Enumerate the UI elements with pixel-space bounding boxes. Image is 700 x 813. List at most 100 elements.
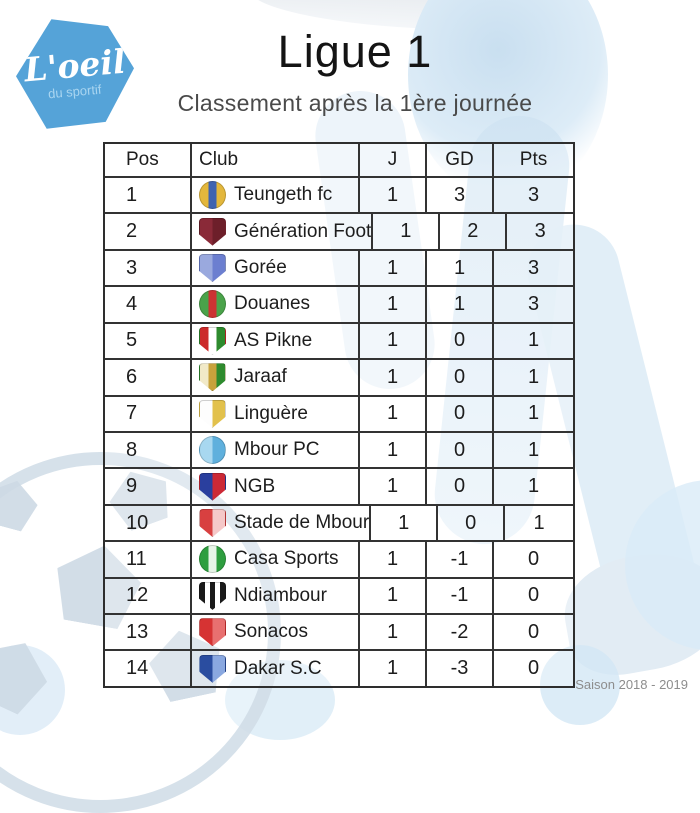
table-row: 3 Gorée 1 1 3 [105, 248, 573, 286]
table-row: 8 Mbour PC 1 0 1 [105, 430, 573, 468]
teungeth-crest-icon [199, 181, 226, 210]
position-cell: 3 [105, 250, 192, 286]
club-name: Teungeth fc [234, 184, 333, 206]
club-cell: NGB [192, 469, 360, 504]
club-cell: Linguère [192, 396, 360, 431]
club-cell: Gorée [192, 250, 360, 286]
table-row: 4 Douanes 1 1 3 [105, 285, 573, 322]
position-cell: 7 [105, 396, 192, 431]
points-cell: 1 [527, 402, 540, 425]
played-cell: 1 [360, 396, 427, 431]
position-cell: 5 [105, 323, 192, 359]
points-cell: 0 [527, 657, 540, 680]
goal-diff-cell: 2 [440, 214, 508, 249]
casa-sports-crest-icon [199, 545, 226, 574]
points-cell: 0 [527, 584, 540, 607]
col-header-goal-diff: GD [427, 144, 494, 176]
played-cell: 1 [360, 469, 427, 504]
position-cell: 10 [105, 505, 192, 541]
played-cell: 1 [360, 250, 427, 286]
goree-crest-icon [199, 254, 226, 283]
sonacos-crest-icon [199, 618, 226, 647]
points-cell: 1 [527, 365, 540, 388]
goal-diff-cell: -2 [427, 615, 494, 650]
goal-diff-cell: 1 [427, 287, 494, 322]
position-cell: 1 [105, 178, 192, 213]
col-header-pos: Pos [105, 144, 192, 176]
jaraaf-crest-icon [199, 363, 226, 392]
logo-subtext: du sportif [47, 81, 103, 102]
linguere-crest-icon [199, 399, 226, 428]
played-cell: 1 [360, 323, 427, 359]
goal-diff-cell: 0 [427, 432, 494, 468]
goal-diff-cell: 0 [427, 323, 494, 359]
club-name: Douanes [234, 293, 311, 315]
points-cell: 1 [527, 329, 540, 352]
points-cell: 3 [534, 220, 546, 243]
douanes-crest-icon [199, 290, 226, 319]
points-cell: 0 [527, 547, 540, 570]
position-cell: 12 [105, 578, 192, 614]
points-cell: 1 [527, 475, 540, 498]
standings-table: Pos Club J GD Pts 1 Teungeth fc 1 3 3 2 … [103, 142, 575, 688]
table-row: 14 Dakar S.C 1 -3 0 [105, 649, 573, 686]
position-cell: 6 [105, 360, 192, 395]
goal-diff-cell: -3 [427, 651, 494, 686]
club-name: Stade de Mbour [234, 512, 370, 533]
col-header-played: J [360, 144, 427, 176]
season-label: Saison 2018 - 2019 [575, 677, 688, 692]
position-cell: 2 [105, 214, 192, 249]
club-name: Dakar S.C [234, 657, 322, 679]
club-name: Génération Foot [234, 220, 372, 242]
club-name: Linguère [234, 402, 308, 424]
position-cell: 8 [105, 432, 192, 468]
table-row: 9 NGB 1 0 1 [105, 467, 573, 504]
played-cell: 1 [373, 214, 441, 249]
table-row: 5 AS Pikne 1 0 1 [105, 321, 573, 359]
goal-diff-cell: 0 [427, 360, 494, 395]
table-row: 12 Ndiambour 1 -1 0 [105, 576, 573, 614]
goal-diff-cell: 0 [427, 396, 494, 431]
page-title: Ligue 1 [277, 26, 433, 77]
club-cell: AS Pikne [192, 323, 360, 359]
played-cell: 1 [360, 578, 427, 614]
points-cell: 3 [527, 292, 540, 315]
club-cell: Casa Sports [192, 542, 360, 577]
position-cell: 14 [105, 651, 192, 686]
goal-diff-cell: -1 [427, 542, 494, 577]
club-name: Casa Sports [234, 548, 339, 570]
mbour-pc-crest-icon [199, 436, 226, 465]
played-cell: 1 [360, 178, 427, 213]
points-cell: 3 [527, 256, 540, 279]
as-pikne-crest-icon [199, 326, 226, 355]
club-name: Jaraaf [234, 366, 287, 388]
goal-diff-cell: 3 [427, 178, 494, 213]
stade-de-mbour-crest-icon [199, 509, 226, 537]
played-cell: 1 [360, 360, 427, 395]
table-header-row: Pos Club J GD Pts [105, 144, 573, 176]
generation-foot-crest-icon [199, 217, 226, 246]
position-cell: 13 [105, 615, 192, 650]
page-header: Ligue 1 Classement après la 1ère journée [130, 0, 580, 117]
table-row: 2 Génération Foot 1 2 3 [105, 212, 573, 249]
points-cell: 3 [527, 183, 540, 206]
club-cell: Mbour PC [192, 432, 360, 468]
points-cell: 1 [527, 438, 540, 461]
ndiambour-crest-icon [199, 581, 226, 610]
standings-body: 1 Teungeth fc 1 3 3 2 Génération Foot 1 … [105, 176, 573, 686]
club-name: Ndiambour [234, 584, 327, 606]
table-row: 1 Teungeth fc 1 3 3 [105, 176, 573, 213]
club-name: Mbour PC [234, 439, 320, 461]
logo-text: L'oeil [22, 41, 128, 90]
goal-diff-cell: 0 [427, 469, 494, 504]
played-cell: 1 [360, 432, 427, 468]
played-cell: 1 [360, 542, 427, 577]
club-name: Sonacos [234, 621, 308, 643]
col-header-club: Club [192, 144, 360, 176]
table-row: 10 Stade de Mbour 1 0 1 [105, 503, 573, 541]
table-row: 7 Linguère 1 0 1 [105, 394, 573, 431]
position-cell: 11 [105, 542, 192, 577]
club-cell: Stade de Mbour [192, 505, 372, 541]
club-name: NGB [234, 475, 276, 497]
points-cell: 1 [533, 511, 545, 534]
